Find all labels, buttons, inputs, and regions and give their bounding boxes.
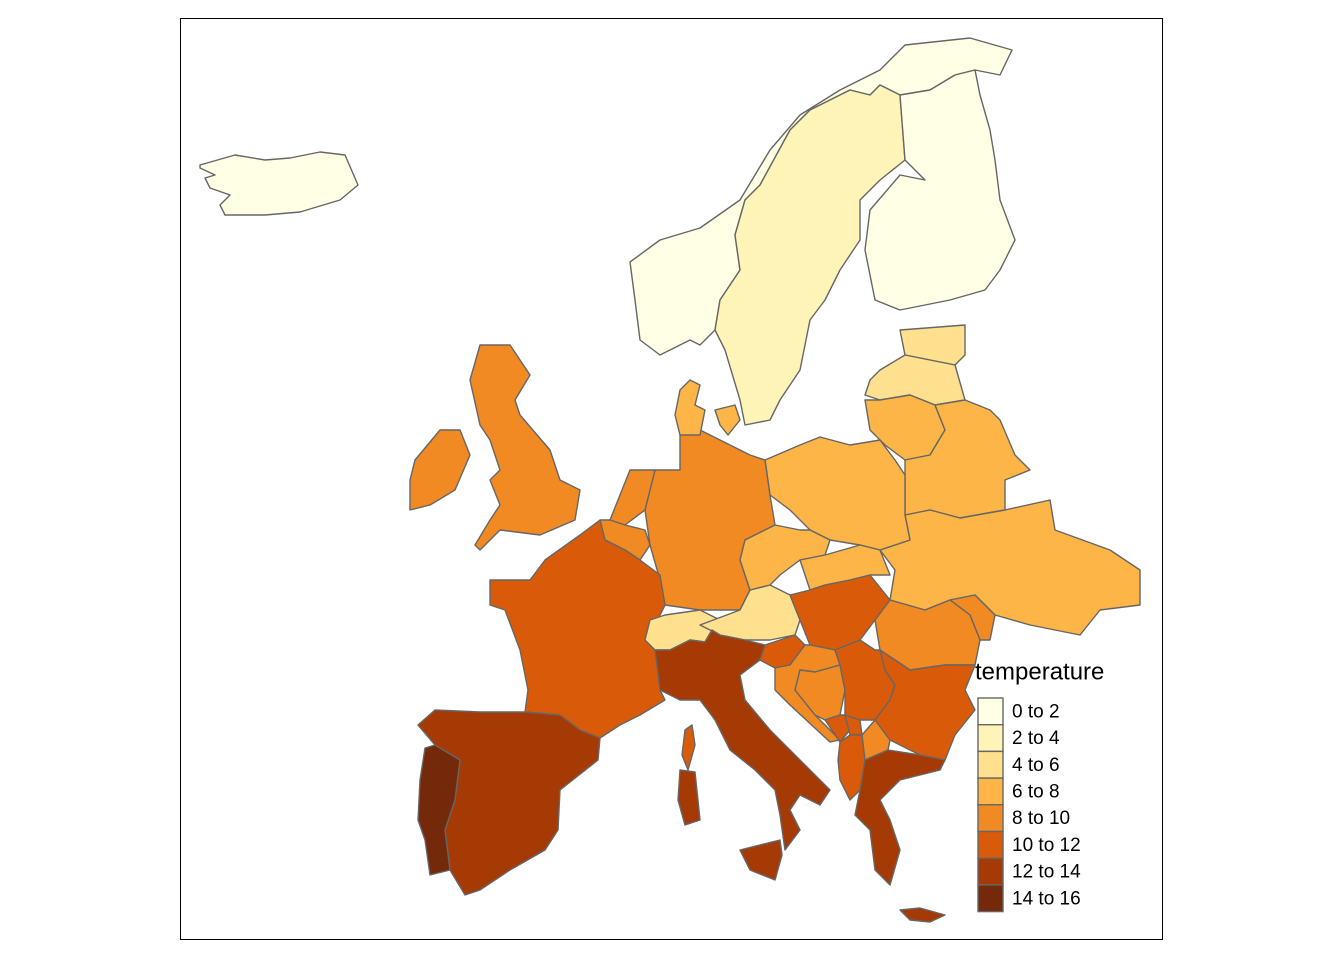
portugal (417, 744, 461, 876)
poland (764, 436, 911, 551)
legend-swatch (977, 697, 1004, 726)
sardinia (677, 769, 701, 826)
legend-label: 0 to 2 (1012, 701, 1060, 722)
countries (199, 37, 1141, 923)
legend-swatch (977, 884, 1004, 913)
corsica (681, 724, 696, 771)
legend-label: 12 to 14 (1012, 862, 1081, 883)
legend-swatch (977, 724, 1004, 753)
czechia (739, 524, 831, 591)
legend-swatch (977, 750, 1004, 779)
ireland (409, 429, 471, 511)
legend-label: 6 to 8 (1012, 781, 1060, 802)
denmark-island (714, 404, 741, 436)
legend-swatch (977, 804, 1004, 833)
italy (654, 629, 831, 851)
legend-label: 10 to 12 (1012, 835, 1081, 856)
united-kingdom (469, 344, 581, 551)
sicily (739, 839, 783, 881)
crete (899, 907, 946, 923)
legend-title: temperature (975, 658, 1104, 685)
legend: temperature 0 to 2 2 to 4 4 to 6 6 to 8 8 to… (975, 658, 1104, 913)
legend-swatch (977, 857, 1004, 886)
legend-swatch (977, 830, 1004, 859)
finland (864, 69, 1016, 311)
hungary (789, 574, 891, 651)
sweden (714, 84, 906, 426)
legend-swatch (977, 777, 1004, 806)
denmark (674, 379, 706, 436)
legend-label: 2 to 4 (1012, 728, 1060, 749)
greece (854, 749, 946, 886)
iceland (199, 151, 359, 216)
legend-label: 4 to 6 (1012, 755, 1060, 776)
legend-label: 14 to 16 (1012, 888, 1081, 909)
north-macedonia (861, 719, 891, 761)
legend-label: 8 to 10 (1012, 808, 1070, 829)
